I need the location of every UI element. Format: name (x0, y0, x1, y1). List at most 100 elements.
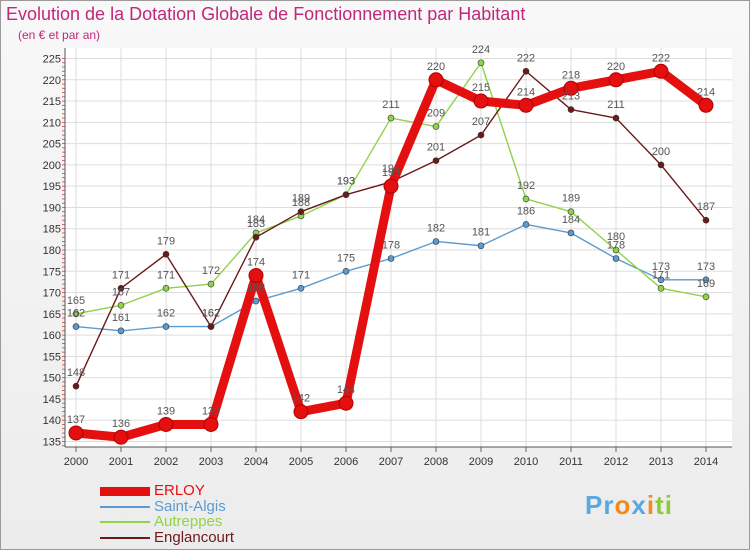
y-tick-label: 195 (43, 181, 61, 193)
y-tick-label: 200 (43, 160, 61, 172)
data-label-autreppes: 167 (112, 286, 130, 298)
data-label-englancourt: 201 (427, 142, 445, 154)
data-point-erloy (248, 268, 264, 284)
data-label-erloy: 220 (427, 61, 445, 73)
data-label-saint-algis: 162 (157, 308, 175, 320)
logo-letter: r (603, 490, 615, 520)
data-label-englancourt: 187 (697, 201, 715, 213)
data-label-erloy: 137 (67, 414, 85, 426)
data-label-autreppes: 184 (247, 214, 265, 226)
x-tick-label: 2013 (649, 456, 673, 468)
data-point-englancourt (702, 216, 710, 224)
x-tick-label: 2003 (199, 456, 223, 468)
data-point-saint-algis (72, 323, 80, 330)
y-tick-label: 155 (43, 351, 61, 363)
data-label-saint-algis: 162 (202, 308, 220, 320)
y-tick-label: 210 (43, 117, 61, 129)
x-tick-label: 2014 (694, 456, 718, 468)
y-tick-label: 165 (43, 309, 61, 321)
chart-subtitle: (en € et par an) (18, 28, 101, 42)
data-point-englancourt (567, 106, 575, 113)
data-point-englancourt (207, 323, 215, 330)
data-point-erloy (698, 97, 714, 113)
y-tick-label: 205 (43, 139, 61, 151)
data-label-saint-algis: 162 (67, 308, 85, 320)
data-label-saint-algis: 181 (472, 227, 490, 239)
legend-swatch (100, 505, 150, 508)
data-point-saint-algis (162, 323, 170, 330)
x-tick-label: 2005 (289, 456, 313, 468)
data-point-englancourt (252, 233, 260, 241)
data-label-saint-algis: 182 (427, 222, 445, 234)
legend-swatch (100, 487, 150, 496)
data-point-saint-algis (702, 276, 710, 284)
y-tick-label: 180 (43, 245, 61, 257)
data-point-autreppes (387, 114, 395, 122)
data-label-englancourt: 196 (382, 163, 400, 175)
data-point-saint-algis (612, 255, 620, 262)
data-point-erloy (608, 72, 624, 88)
data-label-autreppes: 169 (697, 278, 715, 290)
legend-swatch (100, 536, 150, 539)
logo-letter: o (614, 490, 632, 520)
x-tick-label: 2004 (244, 456, 268, 468)
data-point-autreppes (432, 123, 440, 130)
data-point-erloy (653, 63, 669, 79)
y-tick-label: 185 (43, 224, 61, 236)
legend-label: Englancourt (154, 528, 235, 546)
data-point-saint-algis (567, 229, 575, 237)
data-label-saint-algis: 173 (697, 261, 715, 273)
data-point-saint-algis (117, 327, 125, 335)
data-label-erloy: 139 (202, 405, 220, 417)
legend-label: Saint-Algis (154, 497, 226, 515)
data-label-saint-algis: 175 (337, 252, 355, 264)
data-label-autreppes: 188 (292, 197, 310, 209)
data-label-erloy: 215 (472, 82, 490, 94)
data-label-saint-algis: 173 (652, 261, 670, 273)
data-point-autreppes (477, 59, 485, 67)
data-label-englancourt: 189 (292, 193, 310, 205)
x-tick-label: 2007 (379, 456, 403, 468)
data-label-englancourt: 179 (157, 235, 175, 247)
proxiti-logo: Proxiti (585, 490, 673, 521)
y-tick-label: 220 (43, 75, 61, 87)
data-point-erloy (473, 93, 489, 109)
data-point-englancourt (342, 191, 350, 198)
data-point-erloy (383, 178, 399, 194)
data-label-autreppes: 180 (607, 231, 625, 243)
y-tick-label: 170 (43, 288, 61, 300)
y-tick-label: 160 (43, 330, 61, 342)
logo-letter: x (631, 490, 647, 520)
data-label-englancourt: 162 (202, 308, 220, 320)
x-tick-label: 2009 (469, 456, 493, 468)
plot-area (65, 48, 732, 447)
y-tick-label: 190 (43, 202, 61, 214)
data-label-erloy: 214 (697, 86, 715, 98)
data-point-autreppes (657, 284, 665, 292)
data-point-englancourt (297, 208, 305, 215)
data-point-erloy (293, 404, 309, 420)
data-label-englancourt: 222 (517, 52, 535, 64)
data-point-erloy (158, 416, 174, 432)
data-point-erloy (338, 395, 354, 411)
data-label-englancourt: 193 (337, 176, 355, 188)
data-label-autreppes: 165 (67, 295, 85, 307)
data-label-erloy: 139 (157, 405, 175, 417)
data-label-englancourt: 148 (67, 367, 85, 379)
data-point-autreppes (522, 195, 530, 203)
legend-swatch (100, 521, 150, 523)
data-point-erloy (518, 97, 534, 113)
data-label-erloy: 220 (607, 61, 625, 73)
data-label-saint-algis: 171 (292, 269, 310, 281)
y-tick-label: 145 (43, 394, 61, 406)
data-point-autreppes (162, 284, 170, 292)
data-label-erloy: 144 (337, 384, 355, 396)
data-label-englancourt: 171 (112, 269, 130, 281)
data-label-erloy: 136 (112, 418, 130, 430)
data-label-englancourt: 200 (652, 146, 670, 158)
data-label-autreppes: 172 (202, 265, 220, 277)
data-label-erloy: 174 (247, 257, 265, 269)
legend-label: ERLOY (154, 482, 205, 499)
data-label-autreppes: 171 (157, 269, 175, 281)
x-tick-label: 2011 (559, 456, 583, 468)
